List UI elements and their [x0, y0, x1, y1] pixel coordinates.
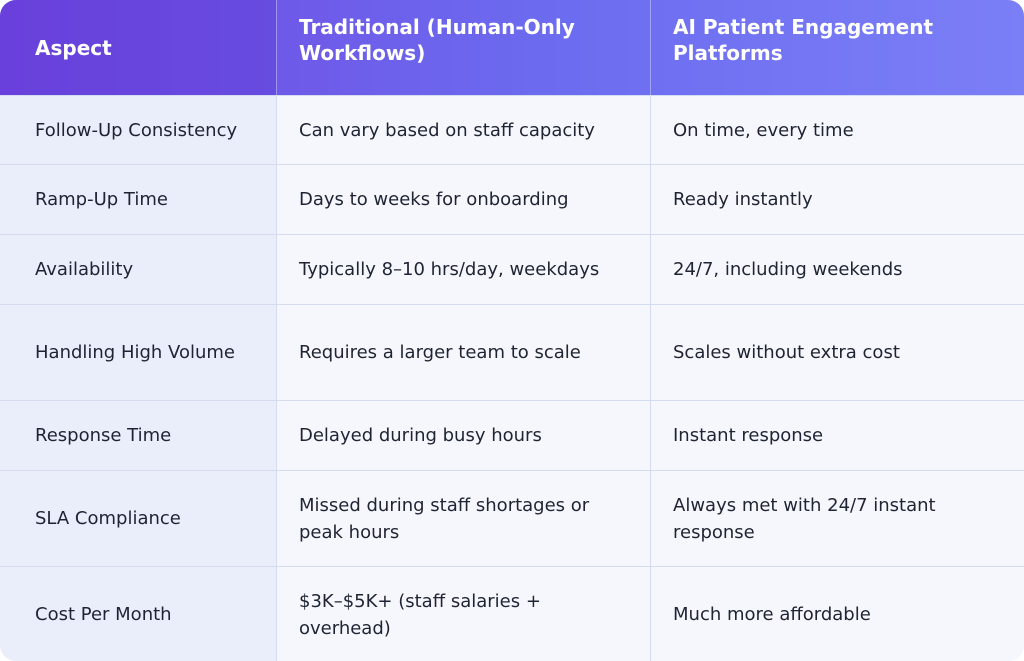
aspect-cell: Follow-Up Consistency [0, 96, 276, 164]
table-row: Response Time Delayed during busy hours … [0, 400, 1024, 470]
table-row: Availability Typically 8–10 hrs/day, wee… [0, 234, 1024, 304]
header-ai-platforms: AI Patient Engagement Platforms [650, 0, 1024, 95]
ai-cell: Much more affordable [650, 567, 1024, 661]
traditional-cell: Days to weeks for onboarding [276, 165, 650, 234]
table-row: Ramp-Up Time Days to weeks for onboardin… [0, 164, 1024, 234]
table-row: Cost Per Month $3K–$5K+ (staff salaries … [0, 566, 1024, 661]
aspect-cell: Availability [0, 235, 276, 304]
ai-cell: Instant response [650, 401, 1024, 470]
table-row: Follow-Up Consistency Can vary based on … [0, 95, 1024, 164]
aspect-cell: Cost Per Month [0, 567, 276, 661]
aspect-cell: Ramp-Up Time [0, 165, 276, 234]
table-row: SLA Compliance Missed during staff short… [0, 470, 1024, 566]
table-header: Aspect Traditional (Human-Only Workflows… [0, 0, 1024, 95]
ai-cell: Ready instantly [650, 165, 1024, 234]
ai-cell: On time, every time [650, 96, 1024, 164]
ai-cell: 24/7, including weekends [650, 235, 1024, 304]
traditional-cell: Typically 8–10 hrs/day, weekdays [276, 235, 650, 304]
traditional-cell: Requires a larger team to scale [276, 305, 650, 400]
aspect-cell: Handling High Volume [0, 305, 276, 400]
traditional-cell: Missed during staff shortages or peak ho… [276, 471, 650, 566]
ai-cell: Scales without extra cost [650, 305, 1024, 400]
header-aspect: Aspect [0, 0, 276, 95]
traditional-cell: $3K–$5K+ (staff salaries + overhead) [276, 567, 650, 661]
traditional-cell: Delayed during busy hours [276, 401, 650, 470]
ai-cell: Always met with 24/7 instant response [650, 471, 1024, 566]
header-traditional: Traditional (Human-Only Workflows) [276, 0, 650, 95]
aspect-cell: SLA Compliance [0, 471, 276, 566]
traditional-cell: Can vary based on staff capacity [276, 96, 650, 164]
aspect-cell: Response Time [0, 401, 276, 470]
table-row: Handling High Volume Requires a larger t… [0, 304, 1024, 400]
